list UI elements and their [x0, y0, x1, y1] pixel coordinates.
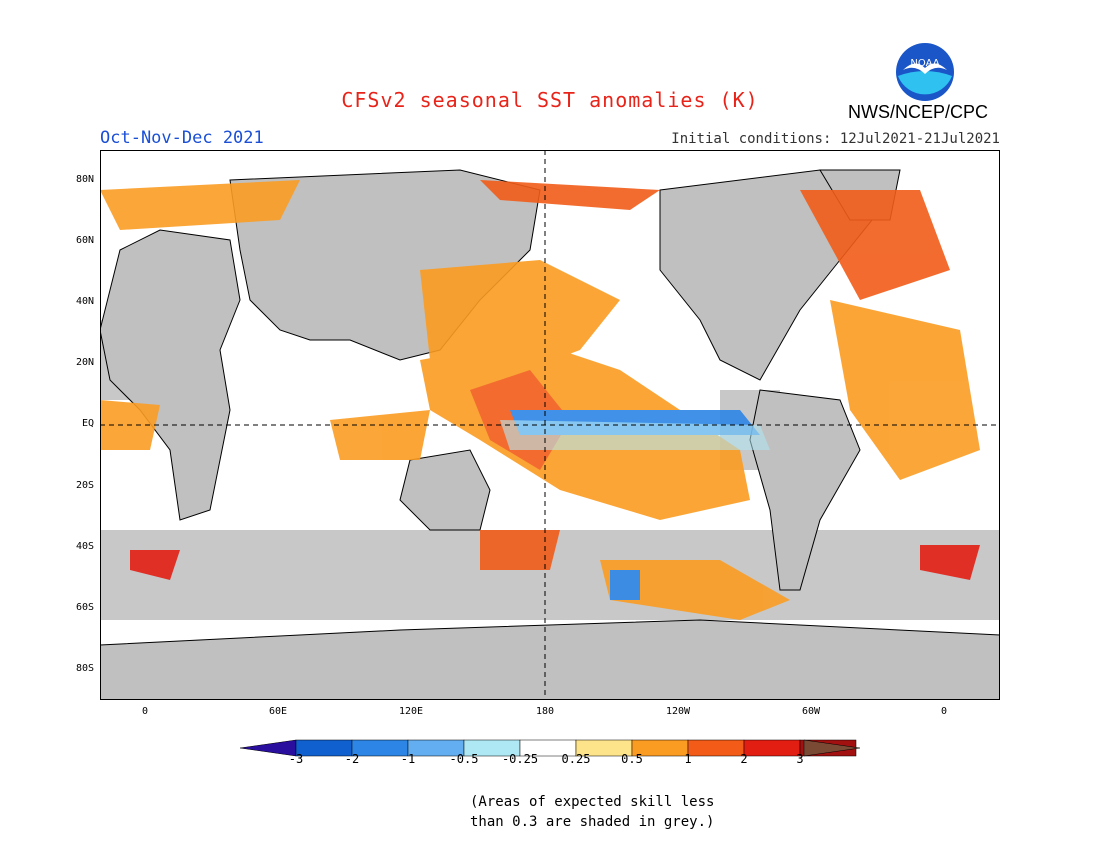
- lat-label: 40S: [75, 541, 94, 552]
- colorbar-tick-label: -2: [344, 752, 360, 766]
- lon-label: 180: [535, 706, 555, 717]
- lat-label: 20N: [75, 357, 94, 368]
- lat-label: 60S: [75, 602, 94, 613]
- lat-label: 80N: [75, 174, 94, 185]
- lon-label: 0: [141, 706, 149, 717]
- skill-note: (Areas of expected skill less than 0.3 a…: [470, 792, 714, 832]
- lon-label: 60W: [801, 706, 821, 717]
- colorbar-tick-label: -0.25: [501, 752, 539, 766]
- lat-label: EQ: [81, 418, 94, 429]
- colorbar-swatch: [803, 739, 860, 757]
- colorbar-tick-label: 2: [740, 752, 748, 766]
- colorbar-tick-label: -3: [288, 752, 304, 766]
- chart-title: CFSv2 seasonal SST anomalies (K): [341, 88, 759, 112]
- logo-text: NOAA: [910, 58, 939, 69]
- colorbar: [240, 739, 860, 757]
- skill-note-line2: than 0.3 are shaded in grey.): [470, 814, 715, 830]
- lon-label: 120E: [398, 706, 424, 717]
- colorbar-tick-label: 1: [684, 752, 692, 766]
- season-label: Oct-Nov-Dec 2021: [100, 128, 264, 148]
- initial-conditions-label: Initial conditions: 12Jul2021-21Jul2021: [671, 131, 1000, 147]
- colorbar-tick-label: 3: [796, 752, 804, 766]
- lat-label: 60N: [75, 235, 94, 246]
- lat-label: 40N: [75, 296, 94, 307]
- lon-label: 0: [940, 706, 948, 717]
- organization-label: NWS/NCEP/CPC: [848, 102, 989, 122]
- lat-label: 20S: [75, 480, 94, 491]
- colorbar-tick-label: 0.25: [561, 752, 591, 766]
- sst-anomalies: [100, 180, 980, 620]
- sst-anomaly-map: [100, 150, 1000, 700]
- colorbar-tick-label: -1: [400, 752, 416, 766]
- colorbar-tick-label: -0.5: [449, 752, 479, 766]
- skill-note-line1: (Areas of expected skill less: [470, 794, 715, 810]
- noaa-logo: NOAA: [896, 43, 954, 101]
- lat-label: 80S: [75, 663, 94, 674]
- lon-label: 60E: [268, 706, 288, 717]
- colorbar-tick-label: 0.5: [621, 752, 643, 766]
- lon-label: 120W: [665, 706, 691, 717]
